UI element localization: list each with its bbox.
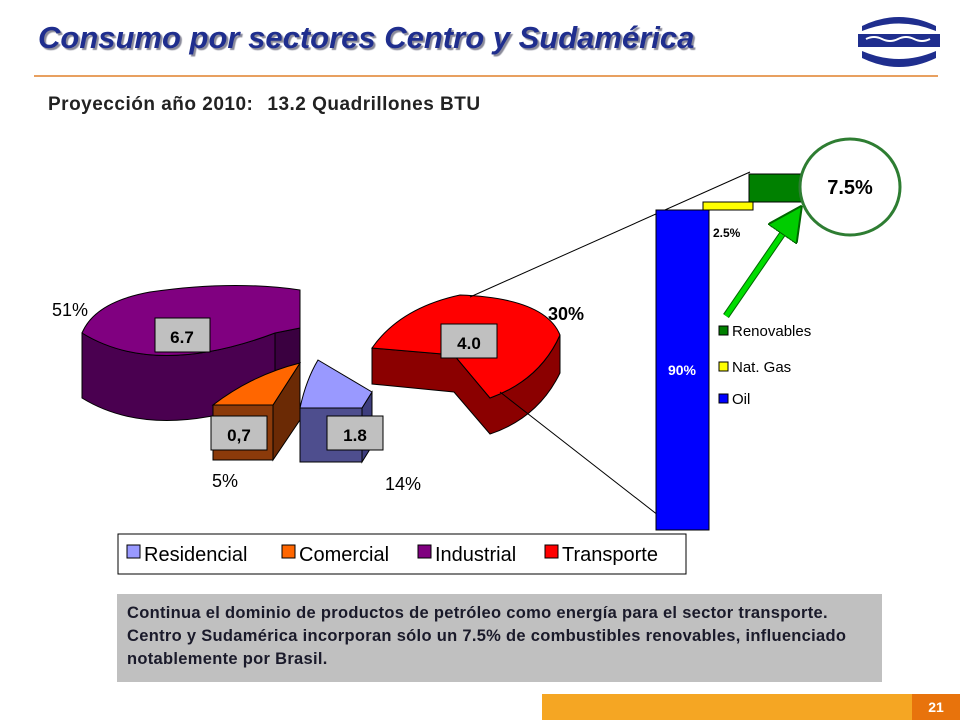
value-label-industrial: 6.7 xyxy=(154,317,211,353)
value-text-comercial: 0,7 xyxy=(227,426,251,445)
bar-segment-oil xyxy=(655,209,710,531)
percent-label-comercial: 5% xyxy=(212,471,238,491)
bar-label-renovables: 7.5% xyxy=(827,177,873,199)
percent-label-residencial: 14% xyxy=(385,474,421,494)
legend-swatch-natgas xyxy=(718,361,729,372)
legend-label-transporte: Transporte xyxy=(562,544,658,566)
legend-label-natgas: Nat. Gas xyxy=(732,359,791,376)
value-text-residencial: 1.8 xyxy=(343,426,367,445)
company-logo-icon xyxy=(858,17,940,67)
legend-label-renovables: Renovables xyxy=(732,323,811,340)
zoom-line-bottom xyxy=(499,391,673,527)
legend-swatch-residencial xyxy=(126,544,141,559)
value-label-residencial: 1.8 xyxy=(326,415,384,451)
value-label-transporte: 4.0 xyxy=(440,323,498,359)
legend-swatch-comercial xyxy=(281,544,296,559)
percent-label-transporte: 30% xyxy=(548,304,584,324)
value-text-transporte: 4.0 xyxy=(457,334,481,353)
footer-bar xyxy=(542,694,960,720)
zoom-line-top xyxy=(469,171,751,298)
bar-label-natgas: 2.5% xyxy=(713,226,741,240)
legend-swatch-renovables xyxy=(718,325,729,336)
legend-swatch-transporte xyxy=(544,544,559,559)
title-divider xyxy=(34,75,938,77)
legend-label-residencial: Residencial xyxy=(144,544,247,566)
pie-slice-transporte xyxy=(371,294,561,435)
legend-swatch-oil xyxy=(718,393,729,404)
bar-segment-natgas xyxy=(702,201,754,211)
value-label-comercial: 0,7 xyxy=(210,415,268,451)
projection-label: Proyección año 2010: xyxy=(48,94,254,115)
legend-label-comercial: Comercial xyxy=(299,544,389,566)
projection-value: 13.2 Quadrillones BTU xyxy=(267,94,481,115)
summary-note: Continua el dominio de productos de petr… xyxy=(117,594,882,682)
legend-label-industrial: Industrial xyxy=(435,544,516,566)
highlight-circle xyxy=(798,137,902,237)
bar-legend: Renovables Nat. Gas Oil xyxy=(718,323,811,408)
growth-arrow xyxy=(723,220,792,318)
page-number: 21 xyxy=(912,694,960,720)
percent-label-industrial: 51% xyxy=(52,300,88,320)
pie-legend: Residencial Comercial Industrial Transpo… xyxy=(117,533,687,575)
projection-subtitle: Proyección año 2010: 13.2 Quadrillones BT… xyxy=(48,94,481,116)
page-title: Consumo por sectores Centro y Sudamérica xyxy=(38,20,695,55)
legend-swatch-industrial xyxy=(417,544,432,559)
value-text-industrial: 6.7 xyxy=(170,328,194,347)
legend-label-oil: Oil xyxy=(732,391,750,408)
bar-label-oil: 90% xyxy=(668,362,697,378)
